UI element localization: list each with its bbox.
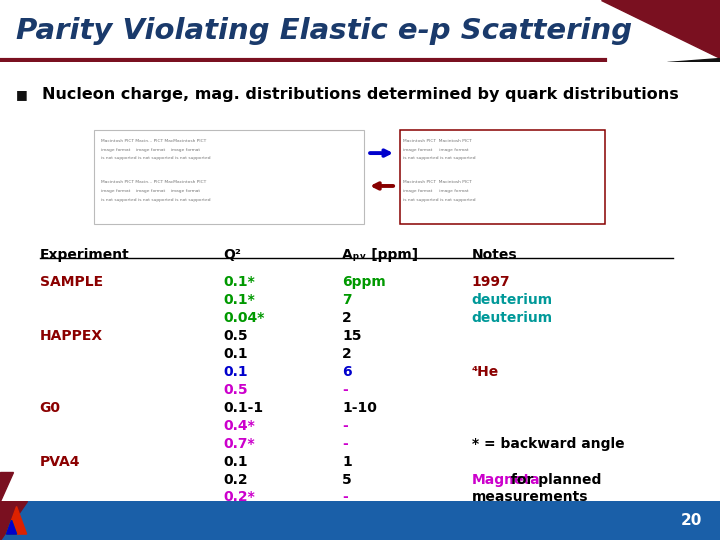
- Text: is not supported is not supported is not supported: is not supported is not supported is not…: [101, 198, 210, 202]
- Text: Macintosh PICT Macin... PICT MacMacintosh PICT: Macintosh PICT Macin... PICT MacMacintos…: [101, 139, 206, 143]
- Text: -: -: [342, 490, 348, 504]
- Text: 0.1*: 0.1*: [223, 293, 255, 307]
- Polygon shape: [601, 0, 720, 58]
- Polygon shape: [0, 501, 27, 540]
- Bar: [400, 130, 605, 224]
- Text: -: -: [342, 383, 348, 396]
- Polygon shape: [0, 472, 13, 501]
- Text: Macintosh PICT Macin... PICT MacMacintosh PICT: Macintosh PICT Macin... PICT MacMacintos…: [101, 180, 206, 185]
- Text: 20: 20: [680, 513, 702, 528]
- Text: 0.5: 0.5: [223, 383, 248, 396]
- Polygon shape: [6, 521, 17, 534]
- Text: 2: 2: [342, 347, 352, 361]
- Text: Experiment: Experiment: [40, 248, 130, 262]
- Text: 0.2*: 0.2*: [223, 490, 255, 504]
- Text: 0.1: 0.1: [223, 347, 248, 361]
- Text: 0.1-1: 0.1-1: [223, 401, 264, 415]
- Text: 0.4*: 0.4*: [223, 418, 255, 433]
- Bar: [94, 130, 364, 224]
- Text: 0.1: 0.1: [223, 364, 248, 379]
- Text: 0.04*: 0.04*: [223, 310, 264, 325]
- Text: * = backward angle: * = backward angle: [472, 436, 624, 450]
- Text: 5: 5: [342, 472, 352, 487]
- Text: Aₚᵥ [ppm]: Aₚᵥ [ppm]: [342, 248, 418, 262]
- Text: ■: ■: [16, 89, 27, 102]
- Text: Q²: Q²: [223, 248, 241, 262]
- Text: 7: 7: [342, 293, 351, 307]
- Text: -: -: [342, 418, 348, 433]
- Text: Nucleon charge, mag. distributions determined by quark distributions: Nucleon charge, mag. distributions deter…: [42, 87, 678, 103]
- Text: image format    image format    image format: image format image format image format: [101, 189, 200, 193]
- Text: image format     image format: image format image format: [403, 147, 469, 152]
- Text: is not supported is not supported: is not supported is not supported: [403, 157, 476, 160]
- Text: 0.2: 0.2: [223, 472, 248, 487]
- Text: ⁴He: ⁴He: [472, 364, 499, 379]
- Polygon shape: [6, 521, 17, 534]
- Text: Magneta: Magneta: [472, 472, 540, 487]
- Text: 6ppm: 6ppm: [342, 275, 386, 289]
- Text: 6: 6: [342, 364, 351, 379]
- Text: 1997: 1997: [472, 275, 510, 289]
- Polygon shape: [667, 58, 720, 62]
- Text: is not supported is not supported is not supported: is not supported is not supported is not…: [101, 157, 210, 160]
- Text: 0.5: 0.5: [223, 329, 248, 343]
- Text: SAMPLE: SAMPLE: [40, 275, 103, 289]
- Text: G0: G0: [40, 401, 60, 415]
- Text: HAPPEX: HAPPEX: [40, 329, 103, 343]
- Text: image format     image format: image format image format: [403, 189, 469, 193]
- Text: measurements: measurements: [472, 490, 588, 504]
- Text: Macintosh PICT  Macintosh PICT: Macintosh PICT Macintosh PICT: [403, 139, 472, 143]
- Text: 0.1*: 0.1*: [223, 275, 255, 289]
- Text: image format    image format    image format: image format image format image format: [101, 147, 200, 152]
- Text: deuterium: deuterium: [472, 310, 553, 325]
- Text: deuterium: deuterium: [472, 293, 553, 307]
- Text: is not supported is not supported: is not supported is not supported: [403, 198, 476, 202]
- Text: Parity Violating Elastic e-p Scattering: Parity Violating Elastic e-p Scattering: [16, 17, 632, 45]
- Text: 1: 1: [342, 455, 352, 469]
- Polygon shape: [6, 507, 27, 534]
- Text: 15: 15: [342, 329, 361, 343]
- Text: 0.7*: 0.7*: [223, 436, 255, 450]
- Text: 0.1: 0.1: [223, 455, 248, 469]
- Text: PVA4: PVA4: [40, 455, 80, 469]
- Text: 2: 2: [342, 310, 352, 325]
- Text: Notes: Notes: [472, 248, 517, 262]
- Text: -: -: [342, 436, 348, 450]
- Text: Macintosh PICT  Macintosh PICT: Macintosh PICT Macintosh PICT: [403, 180, 472, 185]
- Text: 1-10: 1-10: [342, 401, 377, 415]
- Text: for planned: for planned: [506, 472, 601, 487]
